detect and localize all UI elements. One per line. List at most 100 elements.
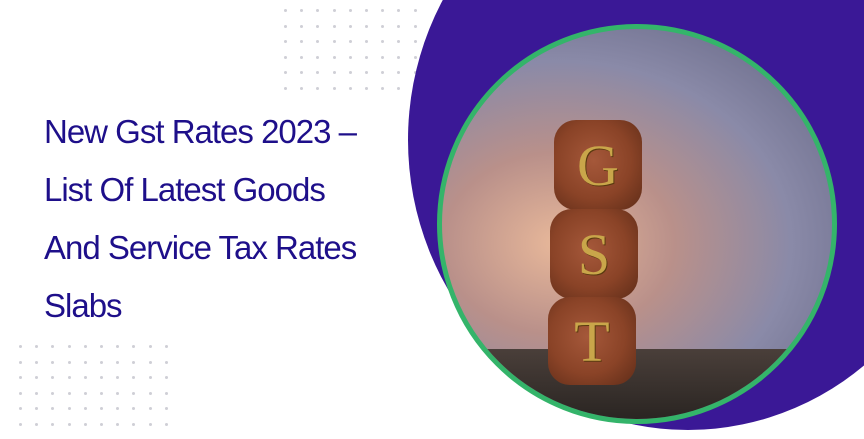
dot xyxy=(67,407,71,411)
dot xyxy=(19,407,22,411)
dot xyxy=(132,345,136,348)
dot xyxy=(348,71,352,75)
dot xyxy=(67,422,71,426)
dot xyxy=(116,407,120,411)
dot xyxy=(116,360,120,364)
dot xyxy=(348,9,352,12)
dot xyxy=(99,345,103,348)
dot xyxy=(19,376,22,380)
dot xyxy=(83,422,87,426)
dot xyxy=(332,71,336,75)
dot xyxy=(381,86,385,90)
dot xyxy=(364,71,368,75)
dot xyxy=(67,376,71,380)
dot xyxy=(116,345,120,348)
dot xyxy=(116,422,120,426)
dot xyxy=(332,40,336,44)
dot xyxy=(332,9,336,12)
dot xyxy=(51,422,55,426)
dot xyxy=(51,376,55,380)
dot xyxy=(413,40,417,44)
dot xyxy=(316,71,320,75)
dot xyxy=(316,9,320,12)
dot xyxy=(413,9,417,12)
dot xyxy=(397,71,401,75)
dot xyxy=(284,55,287,59)
cube-letter: T xyxy=(574,308,610,374)
dot xyxy=(148,376,152,380)
dot xyxy=(397,86,401,90)
dot xyxy=(132,422,136,426)
dot xyxy=(332,24,336,28)
dot xyxy=(164,391,168,395)
dot xyxy=(51,345,55,348)
dot xyxy=(132,407,136,411)
title-line: Slabs xyxy=(44,287,123,324)
dot xyxy=(413,71,417,75)
dot xyxy=(99,360,103,364)
dot xyxy=(300,71,304,75)
gst-cubes-photo: G S T xyxy=(437,24,837,424)
dot xyxy=(316,86,320,90)
dot xyxy=(284,71,287,75)
dot xyxy=(364,24,368,28)
dot xyxy=(83,345,87,348)
title-line: List Of Latest Goods xyxy=(44,171,326,208)
dot xyxy=(397,9,401,12)
dot xyxy=(51,407,55,411)
dot xyxy=(164,422,168,426)
decorative-dot-grid-bottom xyxy=(19,345,181,439)
dot xyxy=(397,24,401,28)
dot xyxy=(51,391,55,395)
dot xyxy=(413,24,417,28)
dot xyxy=(35,345,39,348)
dot xyxy=(83,360,87,364)
dot xyxy=(381,9,385,12)
dot xyxy=(116,391,120,395)
dot xyxy=(348,86,352,90)
dot xyxy=(348,55,352,59)
dot xyxy=(332,86,336,90)
dot xyxy=(132,360,136,364)
dot xyxy=(381,40,385,44)
dot xyxy=(316,55,320,59)
dot xyxy=(381,24,385,28)
dot xyxy=(284,86,287,90)
dot xyxy=(332,55,336,59)
dot xyxy=(99,391,103,395)
cube-g: G xyxy=(554,120,642,210)
cube-letter: S xyxy=(577,221,611,287)
dot xyxy=(35,407,39,411)
dot xyxy=(164,376,168,380)
dot xyxy=(132,391,136,395)
dot xyxy=(381,55,385,59)
dot xyxy=(99,376,103,380)
dot xyxy=(19,345,22,348)
dot xyxy=(300,9,304,12)
dot xyxy=(148,345,152,348)
dot xyxy=(99,407,103,411)
dot xyxy=(300,86,304,90)
dot xyxy=(316,40,320,44)
dot xyxy=(300,24,304,28)
dot xyxy=(284,9,287,12)
dot xyxy=(148,407,152,411)
dot xyxy=(284,40,287,44)
dot xyxy=(67,360,71,364)
dot xyxy=(381,71,385,75)
dot xyxy=(164,345,168,348)
dot xyxy=(164,407,168,411)
dot xyxy=(132,376,136,380)
dot xyxy=(83,376,87,380)
title-line: New Gst Rates 2023 – xyxy=(44,113,357,150)
dot xyxy=(148,391,152,395)
dot xyxy=(397,55,401,59)
dot xyxy=(348,40,352,44)
dot xyxy=(99,422,103,426)
table-surface xyxy=(442,349,832,419)
dot xyxy=(83,407,87,411)
dot xyxy=(51,360,55,364)
decorative-dot-grid-top xyxy=(284,9,430,103)
dot xyxy=(67,345,71,348)
dot xyxy=(83,391,87,395)
